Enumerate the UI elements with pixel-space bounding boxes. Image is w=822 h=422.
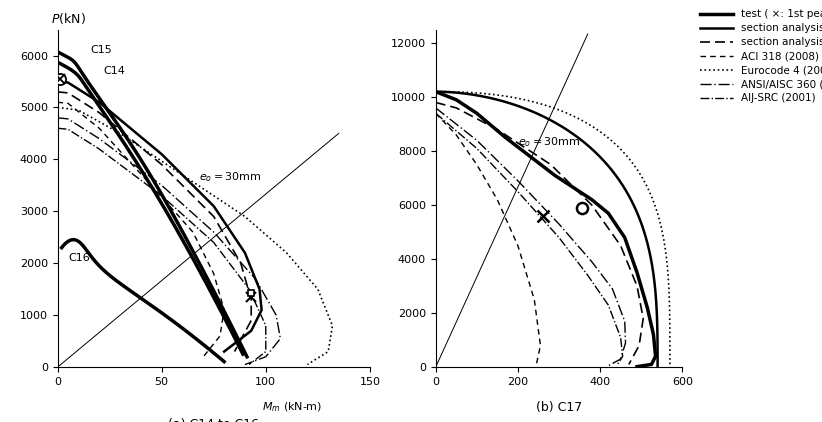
Text: (b) C17: (b) C17 bbox=[536, 401, 582, 414]
Text: $M_m$ (kN-m): $M_m$ (kN-m) bbox=[261, 401, 322, 414]
Text: C16: C16 bbox=[68, 253, 90, 262]
Text: $e_o=30\rm{mm}$: $e_o=30\rm{mm}$ bbox=[518, 136, 580, 149]
Text: C14: C14 bbox=[104, 66, 125, 76]
Text: (a) C14 to C16: (a) C14 to C16 bbox=[169, 418, 259, 422]
Text: $P$(kN): $P$(kN) bbox=[51, 11, 86, 26]
Text: C15: C15 bbox=[91, 45, 113, 55]
Text: $e_o=30\rm{mm}$: $e_o=30\rm{mm}$ bbox=[199, 170, 261, 184]
Legend: test ( ×: 1st peak /  O: maximum), section analysis (maximum), section analysis : test ( ×: 1st peak / O: maximum), sectio… bbox=[700, 9, 822, 103]
